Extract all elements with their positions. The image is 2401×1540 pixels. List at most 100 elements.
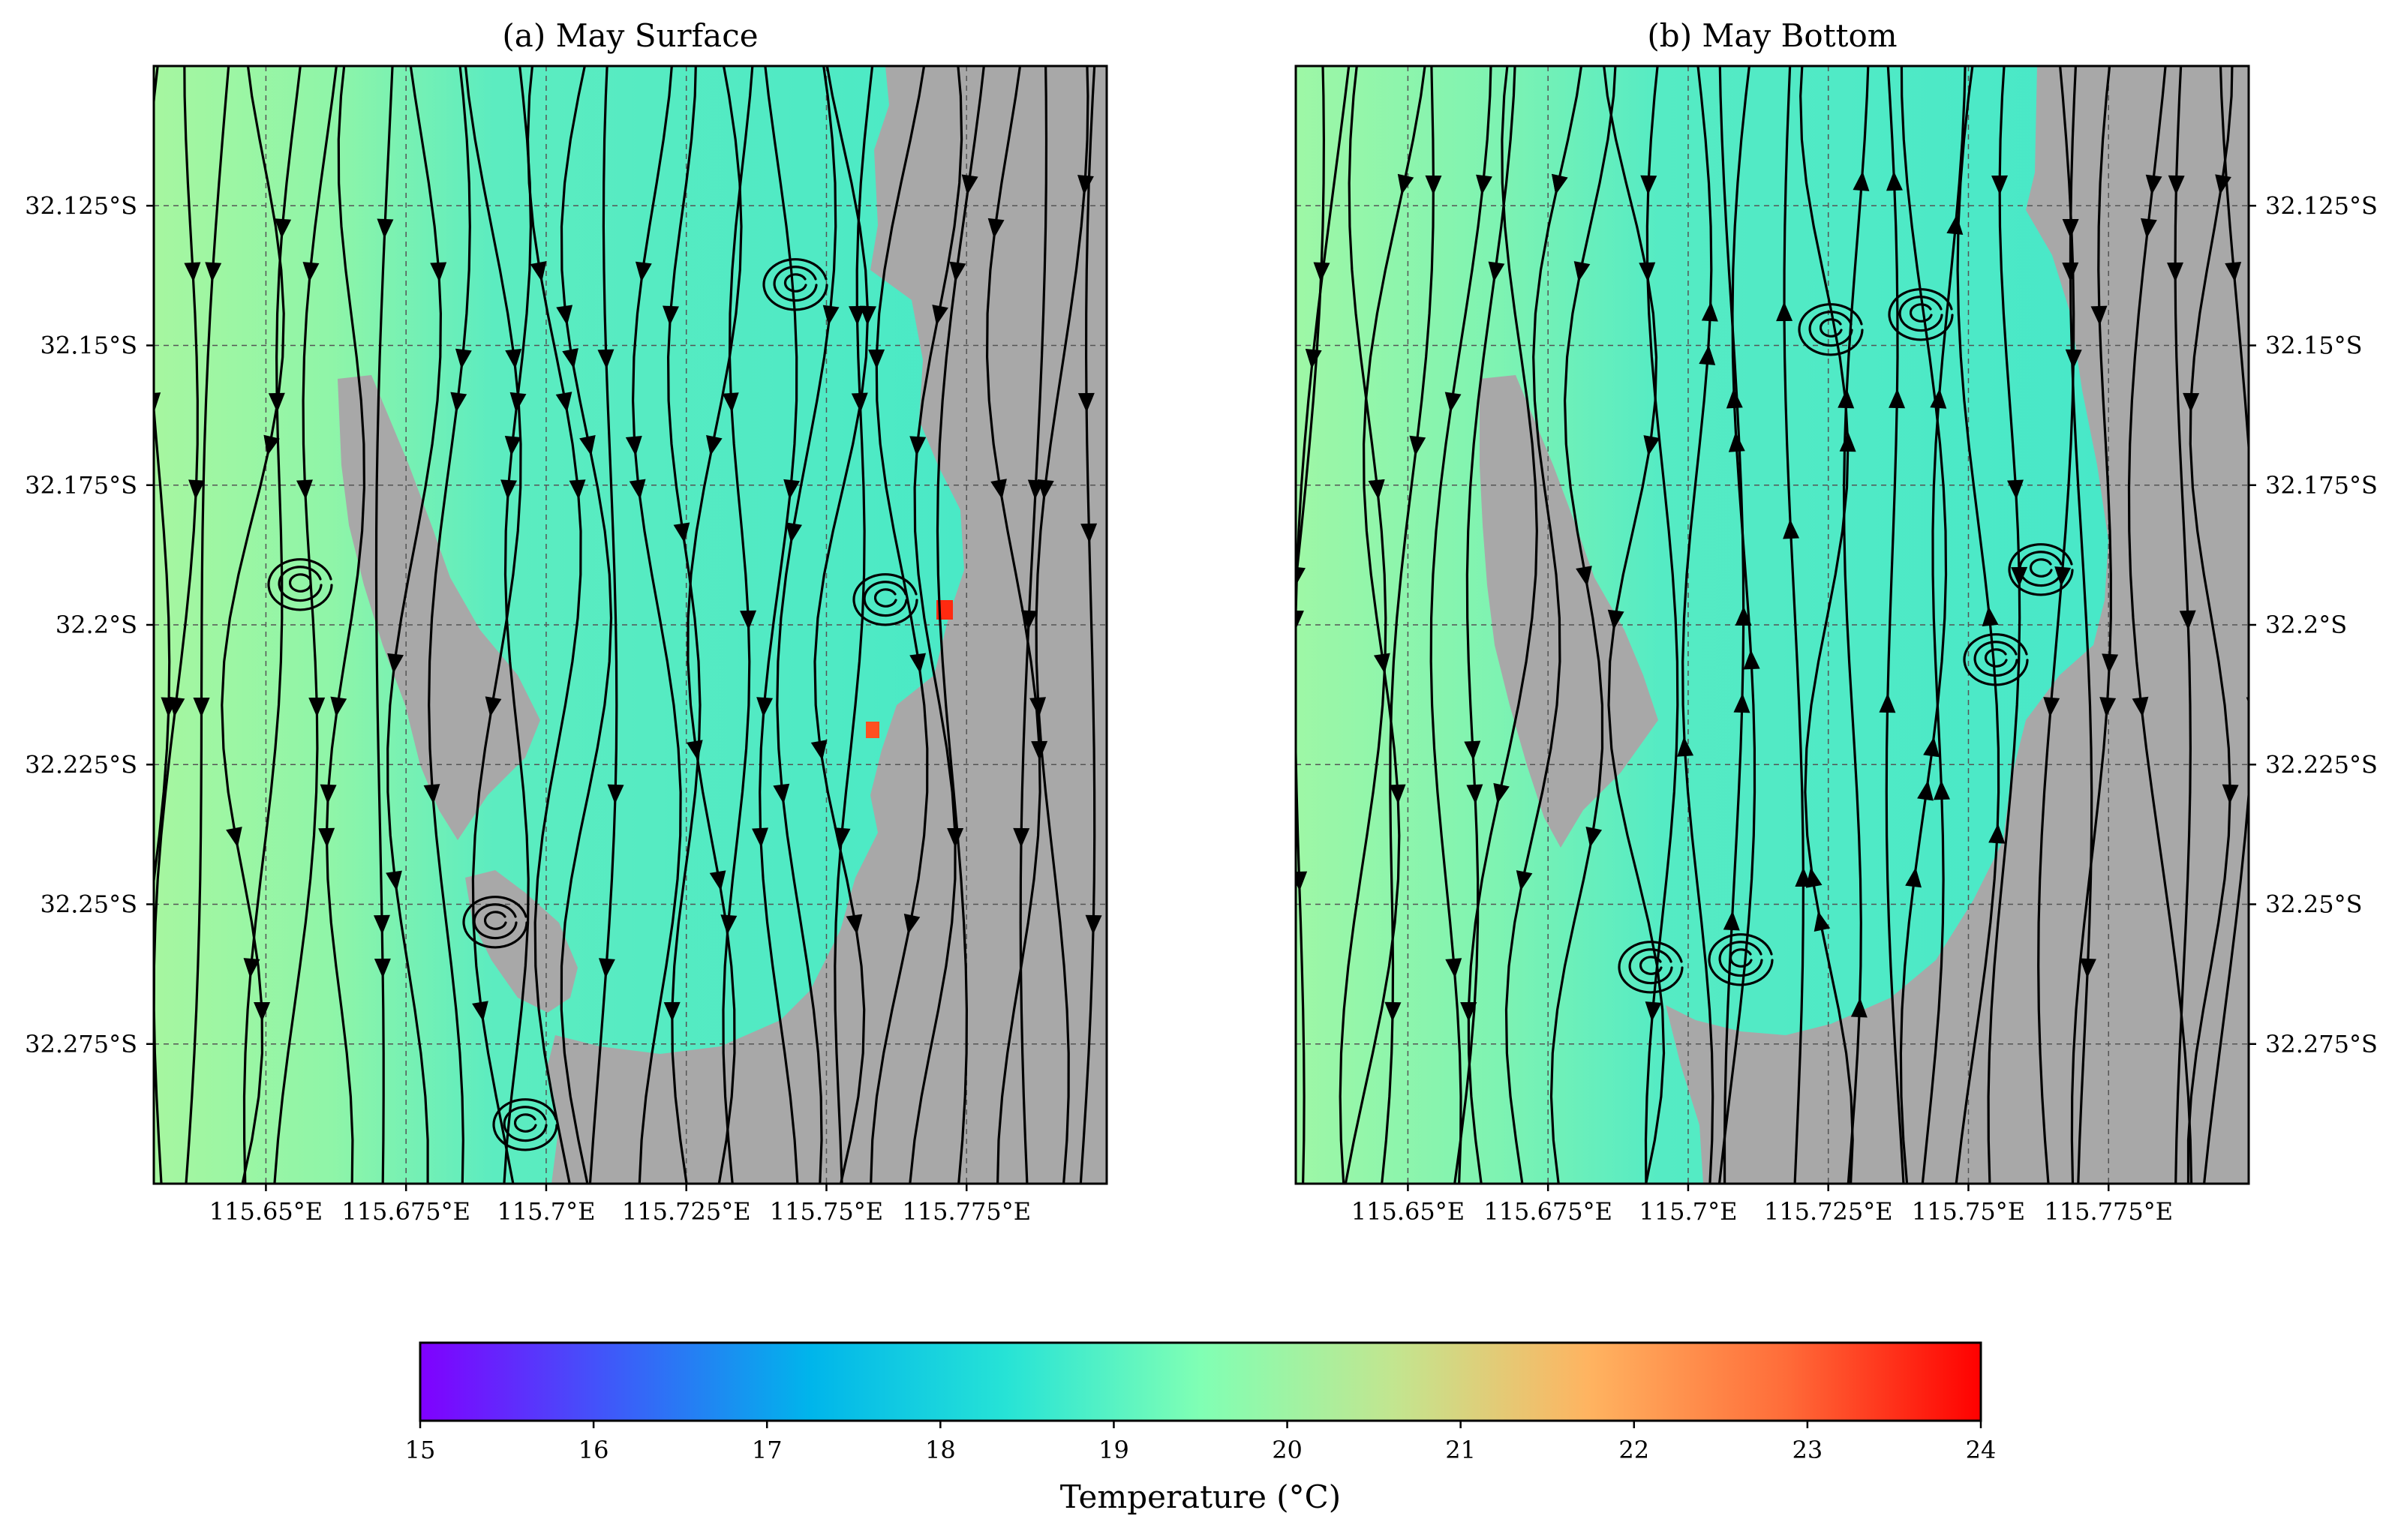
panel-a-streamline-arrow-29-1	[1080, 523, 1098, 543]
panel-b-xtick-label-0: 115.65°E	[1351, 1197, 1465, 1226]
panel-b-ytick-label-1: 32.15°S	[2265, 332, 2363, 360]
panel-b-streamline-3	[1344, 66, 1426, 1184]
panel-b-streamline-arrow-13-0	[1733, 693, 1750, 713]
panel-a-streamline-arrow-26-2	[987, 218, 1005, 239]
panel-a-streamline-arrow-8-2	[386, 870, 402, 891]
panel-a-streamline-arrow-27-0	[1013, 827, 1030, 848]
panel-b-streamline-arrow-21-2	[1988, 824, 2006, 844]
panel-b-streamline-arrow-28-0	[2222, 784, 2239, 804]
panel-a-eddy-1-1	[863, 581, 908, 617]
panel-b-streamline-arrow-3-1	[1397, 173, 1414, 195]
panel-a-streamline-14	[588, 66, 618, 1184]
panel-b-streamline-4	[1381, 66, 1435, 1184]
panel-a-xtick-label-2: 115.7°E	[497, 1197, 595, 1226]
panel-b-streamline-arrow-20-1	[1930, 389, 1947, 409]
panel-a-spit	[465, 870, 578, 1013]
panel-b-streamline-arrow-1-0	[1305, 348, 1322, 369]
panel-a-streamline-arrow-9-2	[455, 348, 472, 369]
panel-b-streamline-arrow-2-2	[1368, 479, 1385, 500]
panel-a: (a) May Surface 115.65°E 115.675°E 115.7°E…	[25, 17, 1108, 1226]
panel-b-streamline-15	[1783, 66, 1805, 1184]
panel-a-hotspot-2	[866, 722, 879, 738]
panel-a-streamline-arrow-6-1	[330, 696, 347, 717]
panel-a-streamline-arrow-13-2	[556, 305, 573, 326]
panel-b-streamline-2	[1339, 66, 1387, 1184]
panel-b-streamline-23	[2037, 66, 2075, 1184]
panel-a-streamline-arrow-5-0	[308, 697, 326, 717]
panel-b-streamline-19	[1899, 66, 1948, 1184]
panel-b-streamline-arrow-18-1	[1886, 171, 1903, 191]
panel-b-streamline-arrow-21-1	[1982, 606, 1999, 626]
colorbar-tick-label-8: 23	[1792, 1436, 1823, 1464]
panel-a-eddy-0-1	[278, 566, 323, 602]
panel-a-eddy-3-2	[462, 896, 528, 949]
panel-a-eddy-4-0	[513, 1113, 537, 1133]
panel-a-streamline-arrow-18-1	[740, 610, 757, 630]
panel-a-streamline-arrow-3-2	[226, 827, 242, 848]
panel-b-streamline-25	[2070, 66, 2112, 1184]
panel-b-streamline-0	[1296, 66, 1326, 593]
panel-a-streamline-arrow-12-0	[555, 392, 572, 413]
panel-b: (b) May Bottom 115.65°E 115.675°E 115.7°E 1…	[1294, 17, 2378, 1226]
panel-a-streamline-arrow-27-2	[1020, 610, 1038, 630]
panel-a-streamline-15	[631, 66, 682, 1184]
panel-b-streamline-arrow-9-0	[1573, 261, 1591, 282]
panel-a-streamline-13	[560, 66, 613, 1184]
panel-a-streamline-2	[185, 66, 230, 1184]
panel-b-streamline-arrow-15-0	[1776, 302, 1793, 322]
panel-b-streamline-arrow-29-2	[2225, 262, 2242, 282]
panel-b-streamline-arrow-15-1	[1783, 519, 1800, 539]
panel-b-streamline-arrow-10-1	[1607, 609, 1624, 630]
panel-b-streamline-arrow-12-2	[1701, 302, 1718, 322]
panel-a-xtick-label-1: 115.675°E	[341, 1197, 470, 1226]
panel-b-streamline-11	[1644, 66, 1679, 1184]
panel-a-streamline-5	[273, 66, 338, 1184]
panel-b-streamline-arrow-24-1	[2062, 262, 2079, 282]
panel-b-streamline-arrow-5-0	[1444, 392, 1462, 413]
panel-a-streamline-16	[666, 66, 702, 1184]
panel-a-eddy-4-1	[503, 1106, 548, 1142]
panel-b-eddy-3-2	[1963, 633, 2029, 686]
panel-b-streamline-arrow-12-0	[1699, 345, 1716, 365]
panel-b-streamline-26	[2127, 66, 2193, 1184]
panel-b-streamline-arrow-26-0	[2140, 218, 2157, 239]
panel-b-xtick-label-1: 115.675°E	[1483, 1197, 1612, 1226]
panel-b-streamline-arrow-8-1	[1552, 173, 1568, 195]
panel-b-ytick-label-6: 32.275°S	[2265, 1030, 2378, 1058]
panel-a-streamlines	[154, 66, 1102, 1184]
panel-b-streamline-arrow-24-0	[2062, 218, 2079, 239]
panel-a-ytick-label-3: 32.2°S	[56, 611, 137, 639]
panel-a-streamline-arrow-2-2	[205, 262, 222, 282]
panel-a-streamline-arrow-22-1	[851, 392, 868, 413]
panel-a-ytick-label-2: 32.175°S	[25, 471, 137, 500]
panel-a-streamline-25	[936, 66, 985, 1184]
panel-b-streamline-arrow-17-0	[1838, 389, 1855, 409]
panel-a-streamline-29	[1079, 66, 1096, 1184]
panel-a-streamline-arrow-11-2	[509, 392, 527, 413]
panel-a-title: (a) May Surface	[502, 17, 758, 54]
colorbar-tick-label-0: 15	[405, 1436, 436, 1464]
panel-b-eddy-1-2	[1888, 288, 1954, 341]
panel-b-streamline-arrow-17-1	[1850, 998, 1868, 1018]
panel-b-streamline-16	[1799, 66, 1854, 1184]
panel-a-streamline-arrow-22-2	[849, 305, 866, 326]
panel-b-streamline-arrow-12-1	[1677, 737, 1694, 757]
panel-a-streamline-arrow-15-2	[629, 479, 646, 500]
panel-b-streamline-arrow-3-2	[1373, 653, 1390, 674]
panel-b-eddy-5-0	[1729, 948, 1753, 968]
panel-b-streamline-6	[1453, 66, 1516, 1184]
panel-b-streamline-arrow-14-2	[1743, 650, 1760, 670]
panel-a-streamline-arrow-14-2	[598, 958, 615, 978]
panel-a-eddy-2-2	[762, 258, 828, 311]
panel-b-streamline-arrow-6-0	[1466, 784, 1483, 804]
panel-a-streamline-24	[909, 66, 963, 1184]
panel-a-eddy-0-2	[267, 558, 333, 611]
panel-b-streamline-arrow-14-1	[1726, 389, 1743, 409]
panel-b-xtick-label-4: 115.75°E	[1912, 1197, 2025, 1226]
panel-b-eddy-5-2	[1708, 933, 1774, 986]
panel-a-streamline-arrow-5-1	[296, 479, 313, 500]
panel-b-ytick-label-2: 32.175°S	[2265, 471, 2378, 500]
panel-a-streamline-11	[503, 66, 533, 1184]
panel-a-streamline-arrow-24-0	[947, 827, 964, 848]
panel-a-streamline-arrow-29-2	[1085, 914, 1102, 935]
